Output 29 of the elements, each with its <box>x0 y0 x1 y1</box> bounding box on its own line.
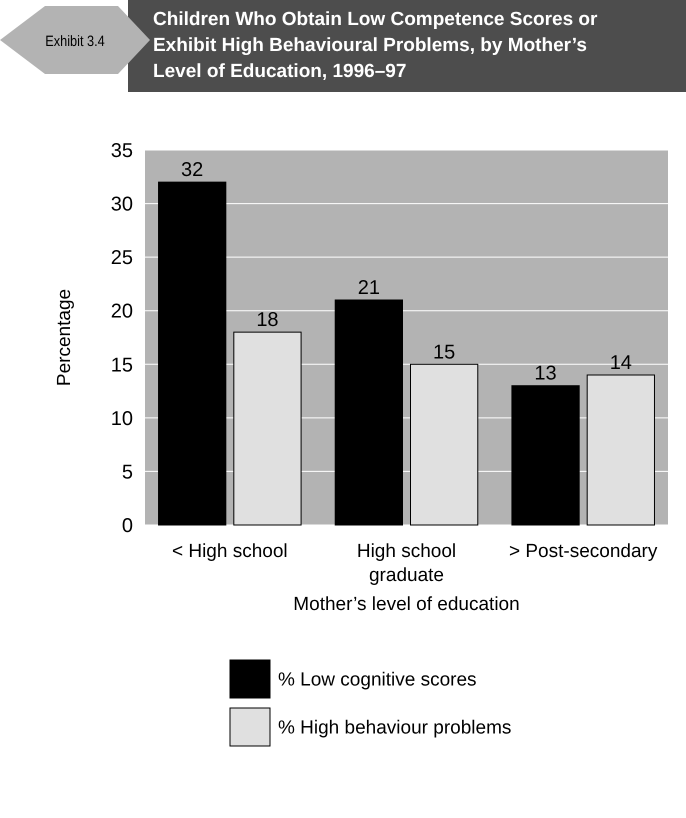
y-tick-label: 25 <box>110 247 133 270</box>
data-label: 15 <box>433 341 456 364</box>
y-tick-label: 5 <box>122 461 133 484</box>
y-axis-title: Percentage <box>54 288 75 386</box>
x-axis-title: Mother’s level of education <box>293 594 520 615</box>
y-tick-label: 20 <box>110 300 133 323</box>
y-tick-label: 30 <box>110 194 133 216</box>
bar <box>586 374 655 526</box>
data-label: 21 <box>358 277 380 299</box>
y-tick-label: 10 <box>110 408 133 430</box>
legend-label: % Low cognitive scores <box>278 670 477 691</box>
y-tick-label: 35 <box>110 140 133 162</box>
bar <box>410 364 478 526</box>
chart-title: Children Who Obtain Low Competence Scores or Exhibit High Behavioural Problems, by Mother’s Level of Education, 1996–97 <box>153 9 598 82</box>
legend-label: % High behaviour problems <box>278 718 512 739</box>
y-tick-label: 0 <box>122 515 133 537</box>
data-label: 13 <box>534 362 557 385</box>
bar <box>334 300 403 526</box>
x-tick-label: < High school <box>172 541 288 562</box>
data-label: 32 <box>181 159 204 182</box>
data-label: 18 <box>256 309 279 332</box>
y-tick-label: 15 <box>110 354 133 376</box>
data-label: 14 <box>610 352 632 374</box>
bar <box>233 332 302 526</box>
x-tick-label: High school graduate <box>356 541 456 586</box>
x-tick-label: > Post-secondary <box>508 541 658 562</box>
bar <box>511 385 580 526</box>
bar <box>158 182 226 526</box>
text: Exhibit 3.4 <box>45 32 105 50</box>
